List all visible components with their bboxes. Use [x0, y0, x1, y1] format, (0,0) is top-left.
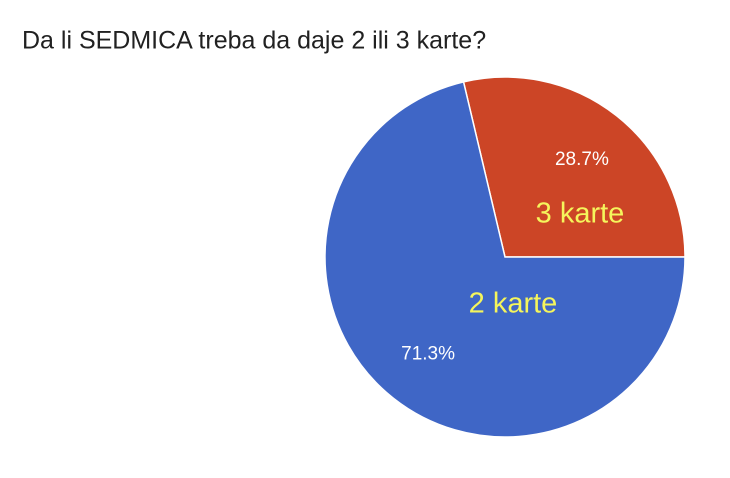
slice-percent-label: 71.3% — [401, 343, 455, 364]
pie-labels: 28.7% 3 karte 71.3% 2 karte — [401, 149, 624, 365]
slice-percent-label: 28.7% — [555, 149, 609, 170]
pie — [324, 76, 686, 438]
slice-category-label: 2 karte — [469, 288, 558, 320]
chart-title: Da li SEDMICA treba da daje 2 ili 3 kart… — [22, 27, 486, 55]
slice-category-label: 3 karte — [536, 198, 625, 230]
pie-slice — [462, 76, 686, 258]
pie-slice — [324, 80, 686, 438]
